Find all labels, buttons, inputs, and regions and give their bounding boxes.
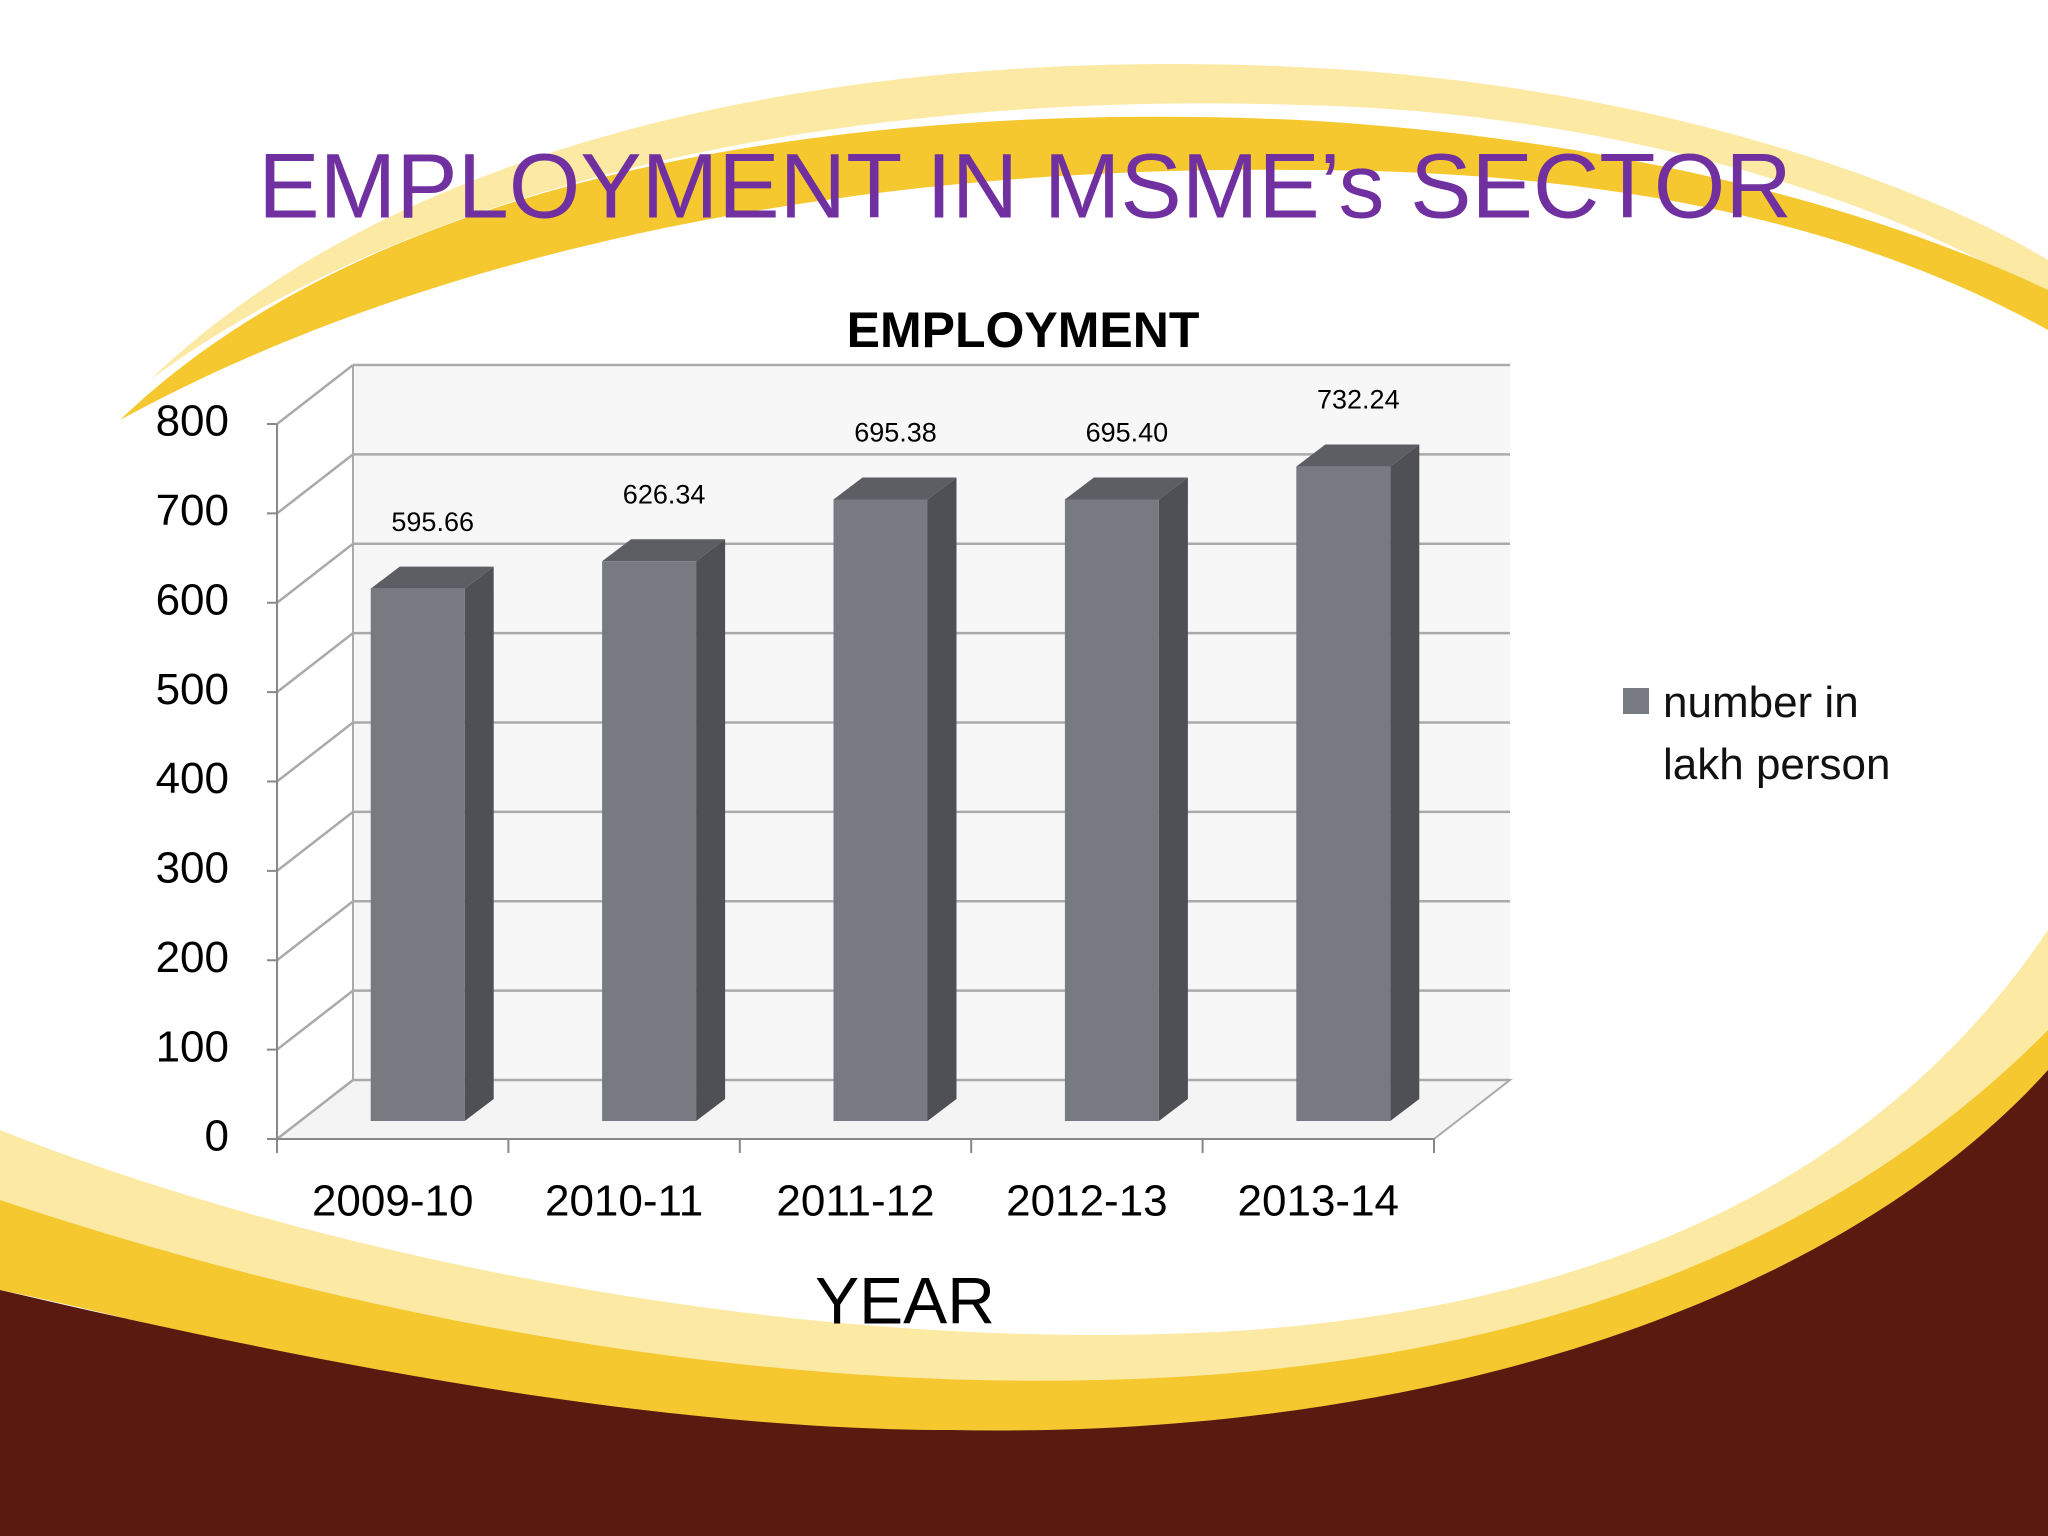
y-tick-label: 100 — [156, 1022, 229, 1071]
y-tick-label: 800 — [156, 397, 229, 446]
x-axis-title: YEAR — [815, 1263, 995, 1337]
grid-line — [276, 721, 354, 783]
x-tick-label: 2013-14 — [1238, 1177, 1399, 1226]
bar-top — [1296, 444, 1420, 467]
bar-top — [833, 477, 957, 500]
bar-side — [1158, 477, 1188, 1122]
value-label: 695.40 — [1086, 418, 1169, 448]
bar — [833, 499, 928, 1121]
bar — [602, 561, 697, 1121]
y-tick-label: 200 — [156, 933, 229, 982]
bar-top — [1064, 477, 1188, 500]
swoosh-bottom — [0, 1030, 2048, 1441]
bar — [1296, 466, 1391, 1121]
swoosh-top — [120, 116, 2048, 420]
y-tick-label: 0 — [205, 1112, 229, 1161]
y-tick-label: 600 — [156, 575, 229, 624]
grid-line — [276, 453, 354, 515]
bar-side — [927, 477, 957, 1121]
bar-side — [696, 539, 726, 1121]
grid-line — [276, 900, 354, 962]
grid-line — [276, 632, 354, 694]
bar — [370, 588, 465, 1121]
y-tick-label: 500 — [156, 665, 229, 714]
grid-line — [276, 810, 354, 872]
grid-line — [276, 1079, 354, 1140]
value-label: 595.66 — [391, 507, 474, 537]
grid-line — [276, 364, 354, 425]
slide-title: EMPLOYMENT IN MSME’s SECTOR — [258, 135, 1792, 237]
y-tick-label: 300 — [156, 844, 229, 893]
bar-side — [1390, 444, 1420, 1121]
x-tick-label: 2012-13 — [1006, 1177, 1167, 1226]
grid-line — [276, 989, 354, 1051]
x-tick-label: 2009-10 — [312, 1177, 473, 1226]
x-tick-label: 2011-12 — [776, 1177, 934, 1226]
legend-label: number in lakh person — [1663, 678, 1891, 789]
value-label: 695.38 — [854, 418, 937, 448]
brown-band — [0, 1070, 2048, 1536]
legend-swatch — [1623, 688, 1649, 714]
value-label: 626.34 — [623, 479, 706, 509]
swoosh-bottom-light — [0, 930, 2048, 1400]
y-tick-label: 700 — [156, 486, 229, 535]
y-tick-label: 400 — [156, 754, 229, 803]
value-label: 732.24 — [1317, 385, 1400, 415]
swoosh-top-light — [150, 64, 2048, 380]
chart-title: EMPLOYMENT — [847, 302, 1200, 358]
grid-line — [276, 542, 354, 604]
bar-side — [464, 566, 494, 1121]
x-tick-label: 2010-11 — [545, 1177, 703, 1226]
bar — [1064, 499, 1159, 1122]
bar-top — [370, 566, 494, 589]
bar-top — [602, 539, 726, 562]
